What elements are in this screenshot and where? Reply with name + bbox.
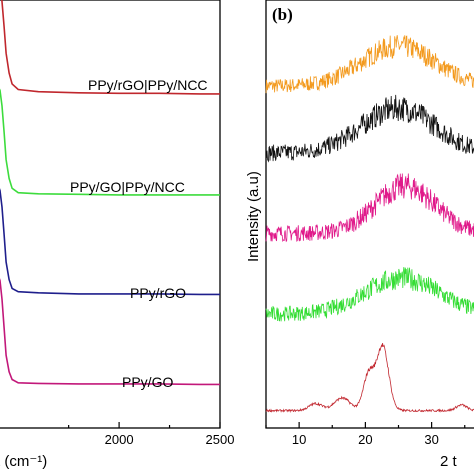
left-x-tick-label-2500: 2500 <box>206 432 235 447</box>
series-line-ppy-go-ppy-ncc <box>0 88 220 196</box>
xrd-series-line-4 <box>265 267 474 322</box>
right-x-ticks: 10 20 30 <box>265 422 466 447</box>
right-x-axis-title: 2 t <box>440 453 458 470</box>
left-x-axis-title: t (cm⁻¹) <box>0 453 47 470</box>
series-line-ppy-go <box>0 278 220 386</box>
left-x-tick-label-2000: 2000 <box>105 432 134 447</box>
xrd-series-line-2 <box>265 94 474 163</box>
xrd-series-line-5 <box>265 343 474 414</box>
left-series-group <box>0 0 220 386</box>
panel-label-b: (b) <box>272 5 293 24</box>
series-line-ppy-rgo-ppy-ncc <box>0 0 220 95</box>
right-panel: 10 20 30 (b) Intensity (a.u) 2 t <box>245 0 474 470</box>
right-plot-frame <box>265 0 474 429</box>
series-label-ppy-go: PPy/GO <box>122 374 173 390</box>
right-series-group <box>265 35 474 414</box>
xrd-series-line-3 <box>265 173 474 243</box>
left-x-ticks: 2000 2500 <box>68 422 235 447</box>
xrd-series-line-1 <box>265 35 474 94</box>
series-label-ppy-go-ppy-ncc: PPy/GO|PPy/NCC <box>70 179 185 195</box>
right-x-tick-label-10: 10 <box>292 432 306 447</box>
right-y-axis-title: Intensity (a.u) <box>245 171 262 262</box>
left-plot-frame <box>0 0 221 429</box>
right-x-tick-label-30: 30 <box>424 432 438 447</box>
series-label-ppy-rgo: PPy/rGO <box>130 285 186 301</box>
series-line-ppy-rgo <box>0 188 220 296</box>
right-x-tick-label-20: 20 <box>358 432 372 447</box>
left-panel: 2000 2500 PPy/rGO|PPy/NCC PPy/GO|PPy/NCC … <box>0 0 234 470</box>
series-label-ppy-rgo-ppy-ncc: PPy/rGO|PPy/NCC <box>88 77 208 93</box>
